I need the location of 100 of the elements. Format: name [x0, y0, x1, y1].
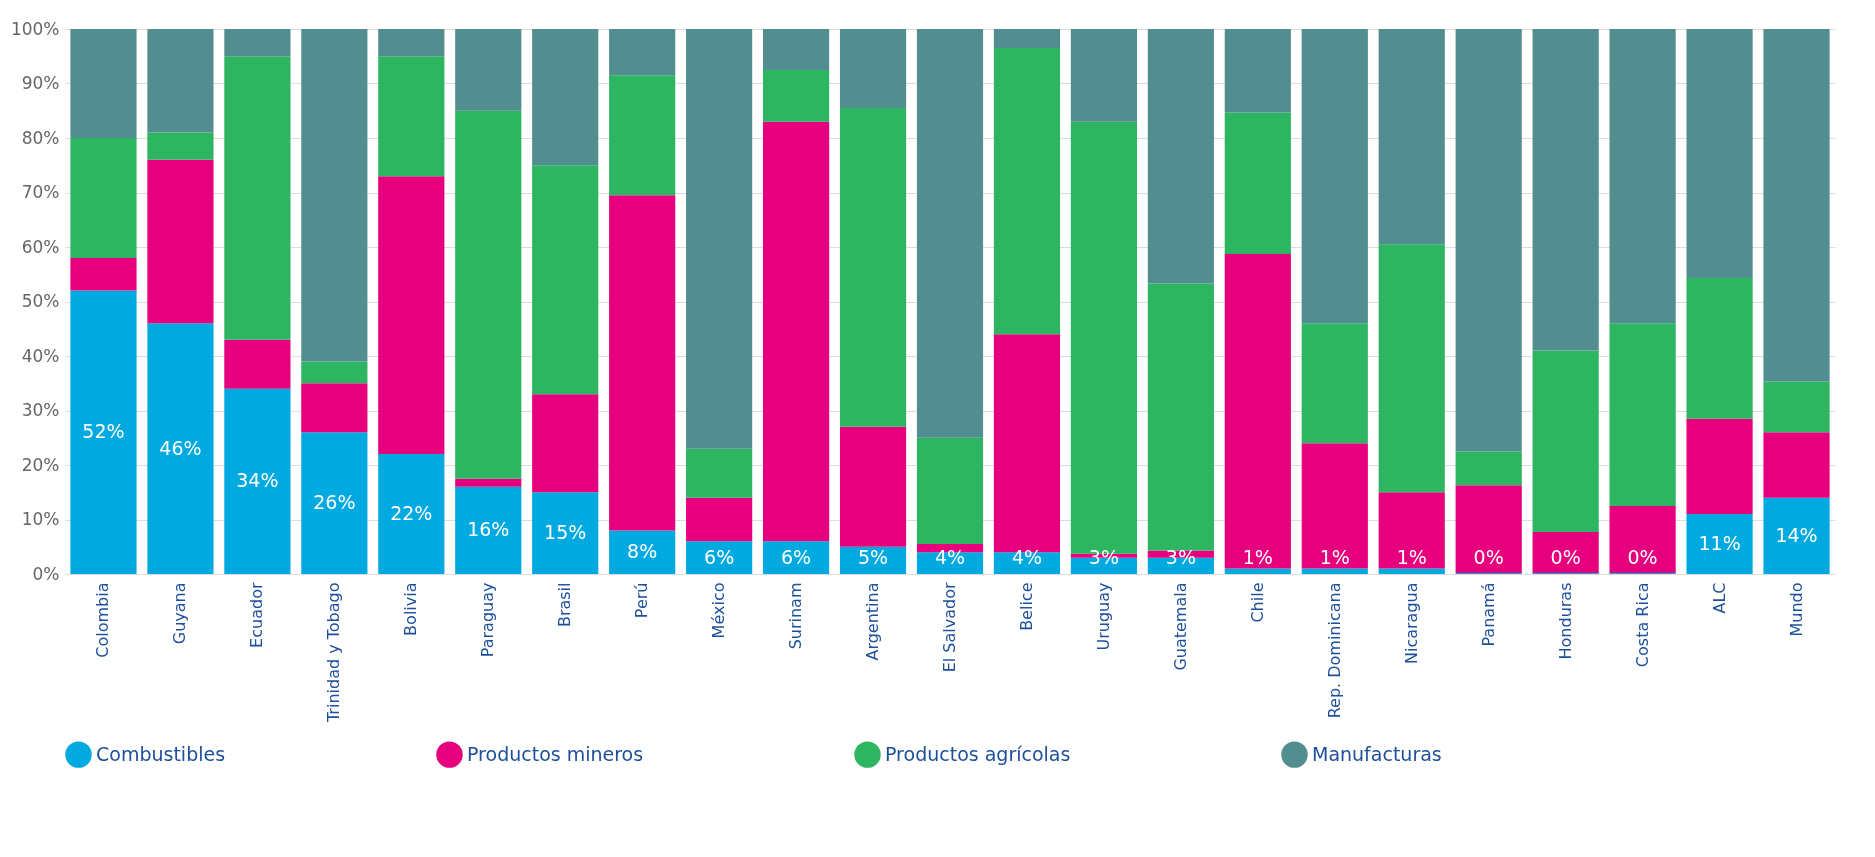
x-tick-label: Belice: [1016, 582, 1036, 631]
x-tick-label: Chile: [1247, 582, 1267, 623]
bar: [378, 176, 445, 455]
bar: [1609, 323, 1676, 506]
data-label: 5%: [857, 545, 889, 568]
bar: [147, 29, 214, 133]
data-label: 1%: [1242, 545, 1273, 568]
x-tick-label: Guatemala: [1170, 582, 1190, 671]
x-tick-label: ALC: [1709, 582, 1729, 614]
bar: [1455, 451, 1522, 486]
bar: [916, 29, 984, 438]
bar: [1224, 112, 1291, 255]
bar: [763, 29, 830, 70]
data-label: 6%: [704, 545, 735, 568]
bar: [1147, 29, 1214, 284]
bar: [609, 29, 676, 76]
y-tick-label: 90%: [21, 73, 60, 93]
data-label: 6%: [781, 545, 812, 568]
bar: [1301, 323, 1368, 444]
bar: [1686, 278, 1753, 419]
bar: [1686, 418, 1753, 515]
x-tick-label: Nicaragua: [1401, 582, 1421, 664]
bar: [1763, 29, 1830, 382]
bar: [1609, 29, 1676, 324]
bar: [609, 530, 676, 574]
x-tick-label: Honduras: [1555, 582, 1575, 660]
x-tick-label: El Salvador: [940, 582, 959, 673]
data-label: 4%: [1011, 545, 1043, 568]
bar: [455, 486, 522, 574]
x-tick-label: Mundo: [1786, 582, 1806, 637]
bar: [1532, 532, 1599, 573]
legend-label: Combustibles: [96, 742, 226, 765]
bar: [224, 339, 291, 389]
x-tick-label: Colombia: [93, 582, 113, 658]
bar: [686, 29, 753, 449]
y-tick-label: 50%: [21, 291, 60, 311]
data-label: 1%: [1319, 545, 1350, 568]
x-tick-label: Perú: [632, 582, 652, 619]
bar: [1763, 381, 1830, 433]
legend-label: Productos mineros: [467, 742, 644, 765]
y-tick-label: 30%: [21, 400, 60, 420]
bar: [1686, 514, 1753, 574]
bar: [993, 48, 1061, 335]
data-label: 1%: [1396, 545, 1427, 568]
x-tick-label: Surinam: [786, 582, 806, 650]
bar: [839, 426, 907, 547]
bar: [1301, 29, 1368, 324]
data-label: 0%: [1550, 545, 1581, 568]
bar: [839, 108, 907, 427]
bar: [224, 29, 291, 57]
bar: [70, 290, 137, 574]
bar: [1532, 29, 1599, 351]
bar: [70, 138, 137, 258]
bar: [532, 394, 599, 493]
bar: [993, 29, 1061, 49]
data-label: 46%: [159, 436, 202, 459]
bar: [1686, 29, 1753, 279]
bar: [1455, 485, 1522, 573]
data-label: 34%: [236, 469, 279, 492]
bar: [70, 29, 137, 138]
x-tick-label: Bolivia: [401, 582, 421, 636]
x-tick-label: Uruguay: [1093, 582, 1113, 651]
bar: [532, 29, 599, 166]
bar: [839, 29, 907, 109]
y-tick-label: 100%: [10, 18, 60, 39]
data-label: 22%: [390, 502, 433, 525]
x-tick-label: Ecuador: [247, 582, 267, 648]
y-tick-label: 0%: [32, 563, 60, 584]
data-label: 15%: [544, 521, 587, 544]
legend-label: Manufacturas: [1312, 742, 1442, 765]
data-label: 52%: [82, 420, 125, 443]
bar: [686, 541, 753, 574]
bar: [1224, 568, 1291, 574]
bar: [609, 75, 676, 196]
bar: [686, 448, 753, 498]
x-tick-label: Brasil: [555, 582, 575, 628]
x-tick-label: Panamá: [1478, 582, 1498, 647]
y-tick-label: 40%: [21, 345, 60, 366]
bar: [1147, 283, 1214, 551]
x-tick-label: Paraguay: [478, 582, 498, 658]
bar: [147, 159, 214, 324]
bar: [301, 383, 368, 433]
x-tick-label: Costa Rica: [1632, 582, 1652, 668]
data-label: 14%: [1775, 523, 1818, 546]
bar: [378, 56, 445, 177]
bar: [1455, 29, 1522, 452]
bar: [1609, 505, 1676, 573]
bar: [1070, 29, 1137, 122]
bar: [1378, 244, 1445, 493]
y-tick-label: 10%: [21, 509, 60, 529]
bar: [301, 29, 368, 362]
bar: [1378, 29, 1445, 245]
data-label: 8%: [627, 540, 658, 563]
data-label: 16%: [467, 518, 510, 541]
x-tick-label: Rep. Dominicana: [1324, 582, 1344, 719]
bar: [916, 437, 984, 545]
bar: [1532, 350, 1599, 533]
bar: [70, 257, 137, 291]
y-tick-label: 70%: [21, 182, 60, 202]
bar: [224, 388, 291, 574]
